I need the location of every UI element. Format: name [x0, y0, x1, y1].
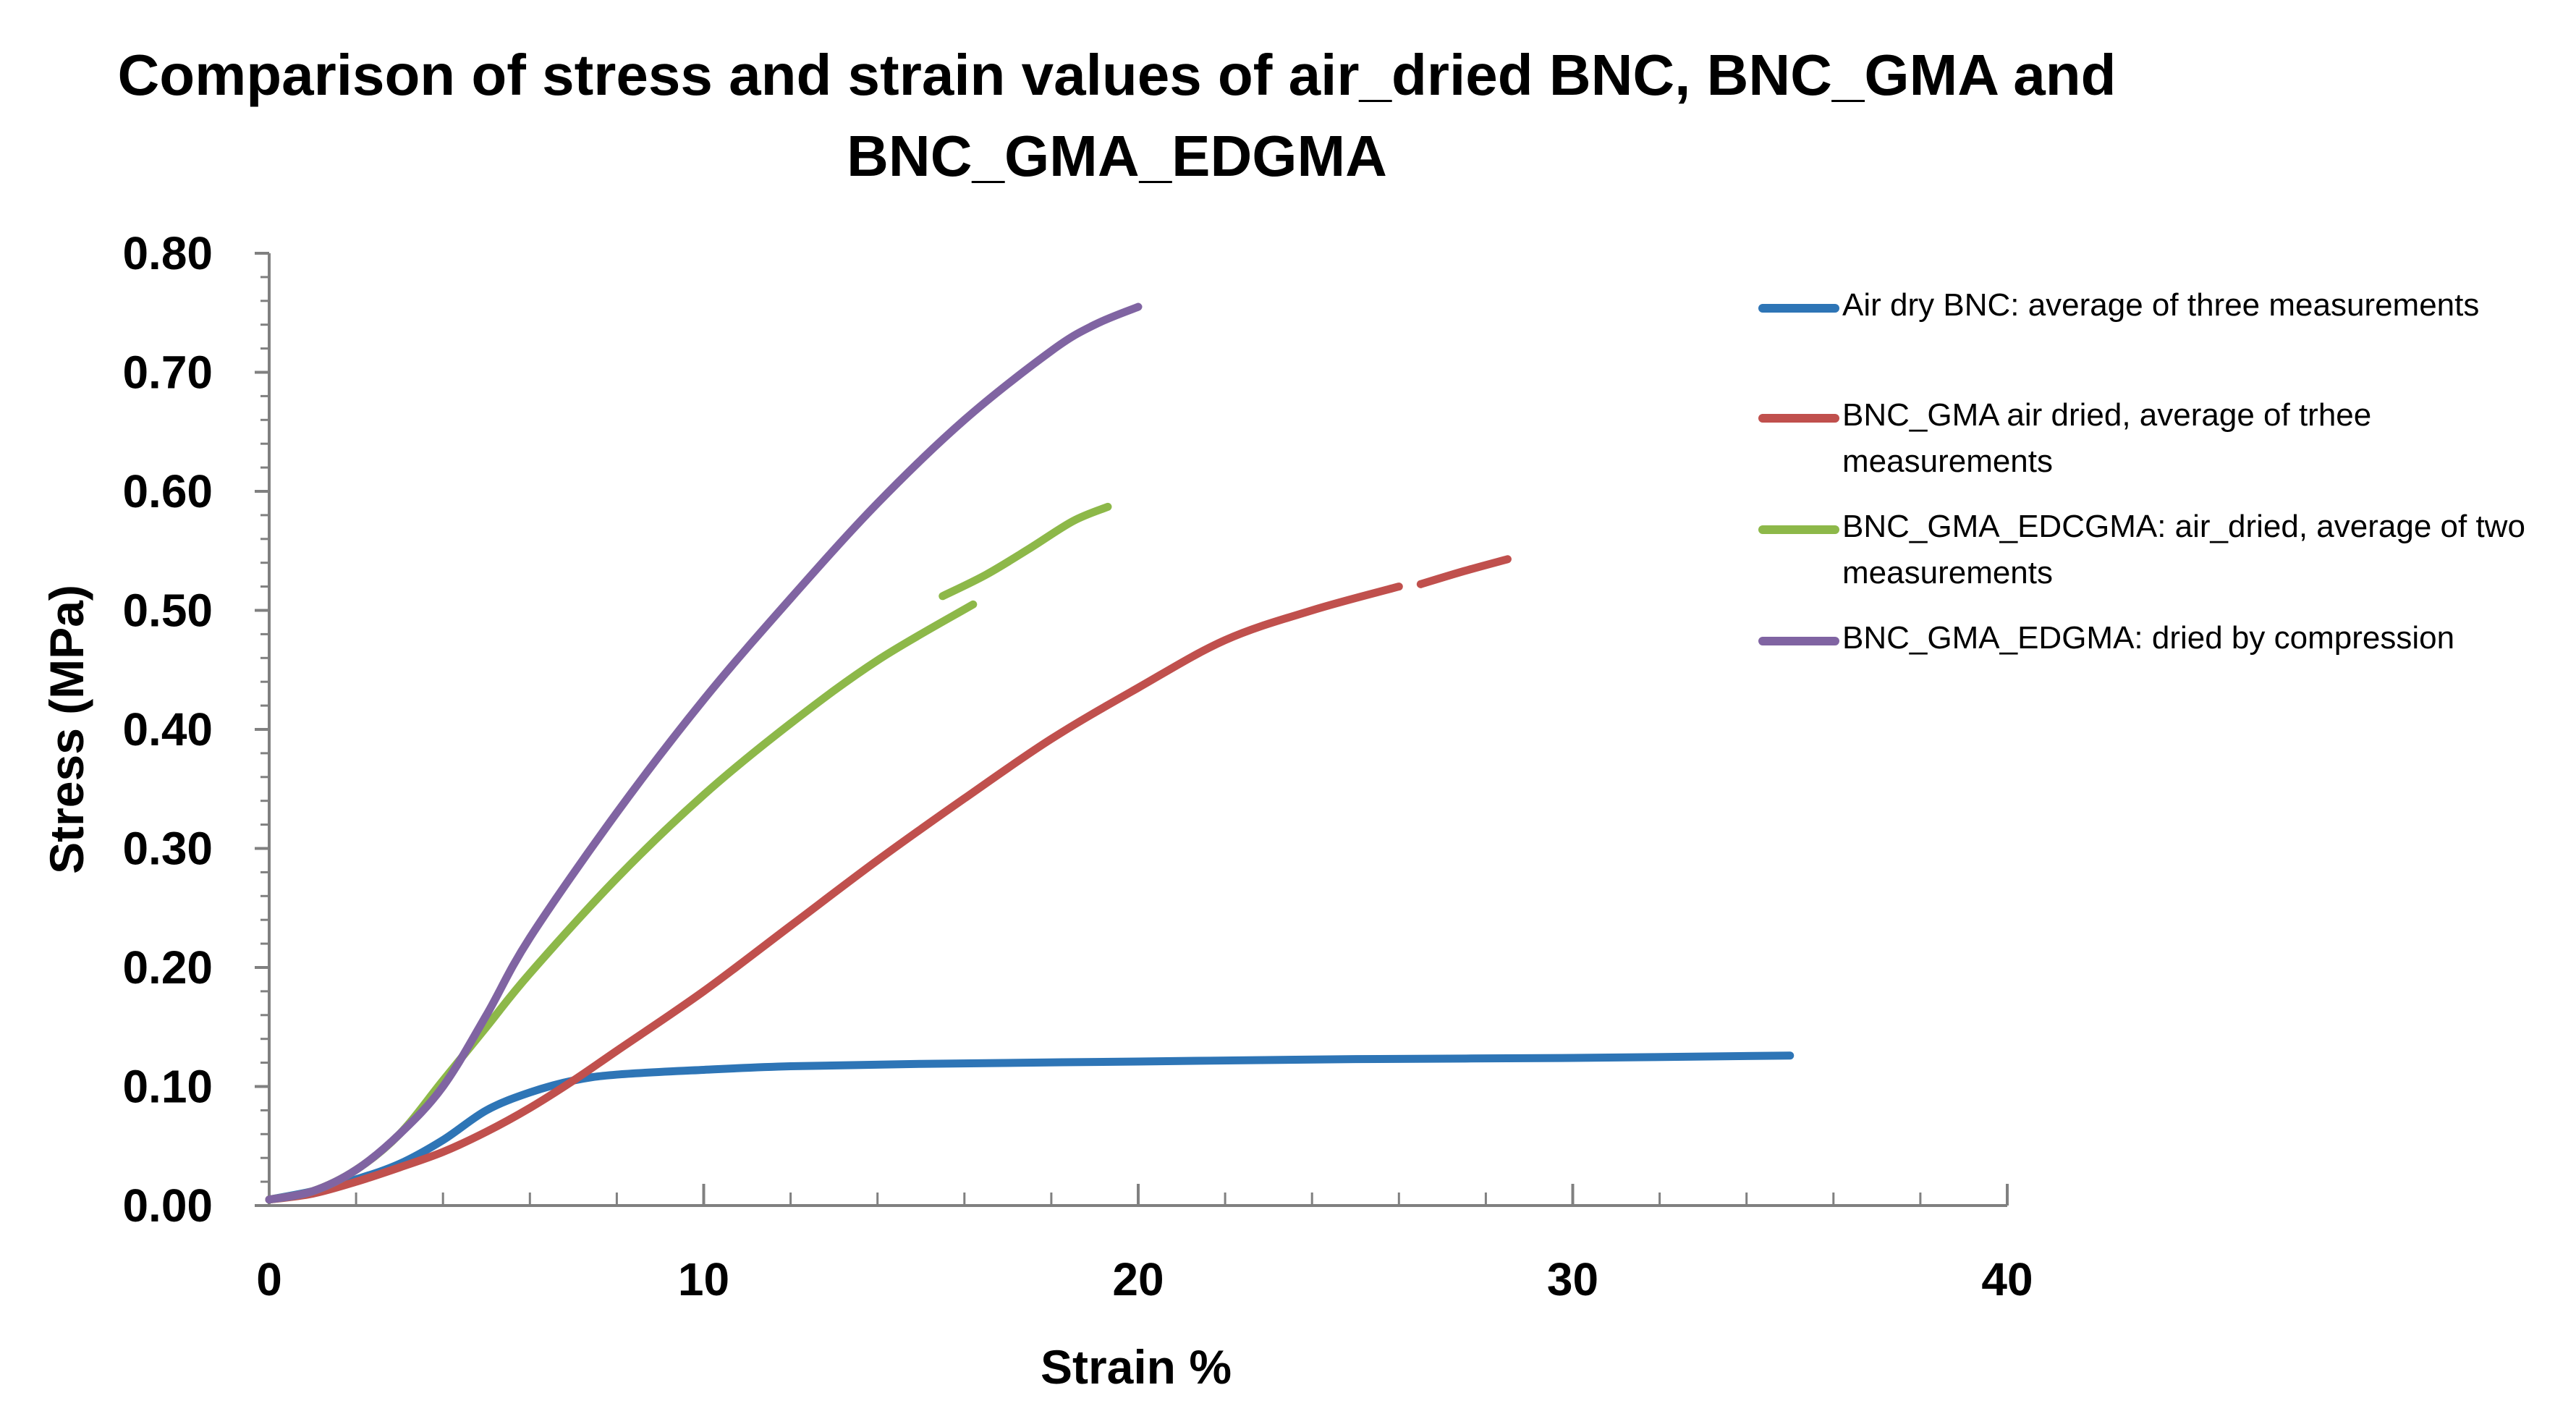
chart-title: Comparison of stress and strain values o…: [0, 35, 2234, 197]
y-tick-label: 0.30: [122, 823, 213, 875]
chart-title-line-1: Comparison of stress and strain values o…: [117, 43, 2117, 107]
y-tick-label: 0.80: [122, 227, 213, 279]
x-axis-title: Strain %: [1041, 1340, 1232, 1394]
series-3-line-segment-2: [939, 502, 1112, 601]
y-tick-label: 0.20: [122, 941, 213, 994]
series-2-line-segment-2: [1416, 555, 1512, 588]
legend-swatch-bnc-gma-edgma: [1758, 637, 1839, 645]
legend-item-bnc-gma-edgma: BNC_GMA_EDGMA: dried by compression: [1758, 615, 2576, 661]
y-tick-label: 0.70: [122, 347, 213, 399]
legend-label-air-dry-bnc: Air dry BNC: average of three measuremen…: [1842, 287, 2480, 323]
y-tick-label: 0.00: [122, 1179, 213, 1232]
legend-swatch-air-dry-bnc: [1758, 304, 1839, 313]
y-tick-label: 0.60: [122, 465, 213, 517]
legend-label-bnc-gma-edgma: BNC_GMA_EDGMA: dried by compression: [1842, 620, 2455, 656]
x-tick-label: 30: [1547, 1253, 1598, 1305]
legend-swatch-bnc-gma: [1758, 414, 1839, 423]
series-4-line-segment-1: [265, 302, 1143, 1204]
chart-legend: Air dry BNC: average of three measuremen…: [1758, 282, 2576, 661]
y-tick-label: 0.40: [122, 703, 213, 755]
x-tick-label: 10: [678, 1253, 729, 1305]
series-2-line-segment-1: [265, 583, 1403, 1204]
chart-title-line-2: BNC_GMA_EDGMA: [847, 124, 1387, 188]
legend-label-bnc-gma-edcgma: BNC_GMA_EDCGMA: air_dried, average of tw…: [1842, 509, 2525, 590]
legend-item-bnc-gma: BNC_GMA air dried, average of trhee meas…: [1758, 392, 2576, 485]
legend-swatch-bnc-gma-edcgma: [1758, 525, 1839, 534]
chart-tick-labels: 0.00 0.10 0.20 0.30 0.40 0.50 0.60 0.70 0.80 0 10 2…: [122, 227, 2033, 1305]
y-tick-label: 0.50: [122, 585, 213, 637]
chart-series-lines: [265, 302, 1795, 1204]
y-axis-title: Stress (MPa): [40, 585, 93, 874]
series-1-line-segment-1: [265, 1051, 1795, 1204]
legend-label-bnc-gma: BNC_GMA air dried, average of trhee meas…: [1842, 397, 2372, 479]
legend-item-bnc-gma-edcgma: BNC_GMA_EDCGMA: air_dried, average of tw…: [1758, 504, 2576, 596]
chart-axes: [255, 252, 2009, 1207]
x-tick-label: 40: [1981, 1253, 2033, 1305]
series-3-line-segment-1: [265, 600, 978, 1204]
x-tick-label: 20: [1112, 1253, 1164, 1305]
x-tick-label: 0: [256, 1253, 282, 1305]
y-tick-label: 0.10: [122, 1061, 213, 1113]
legend-item-air-dry-bnc: Air dry BNC: average of three measuremen…: [1758, 282, 2576, 329]
